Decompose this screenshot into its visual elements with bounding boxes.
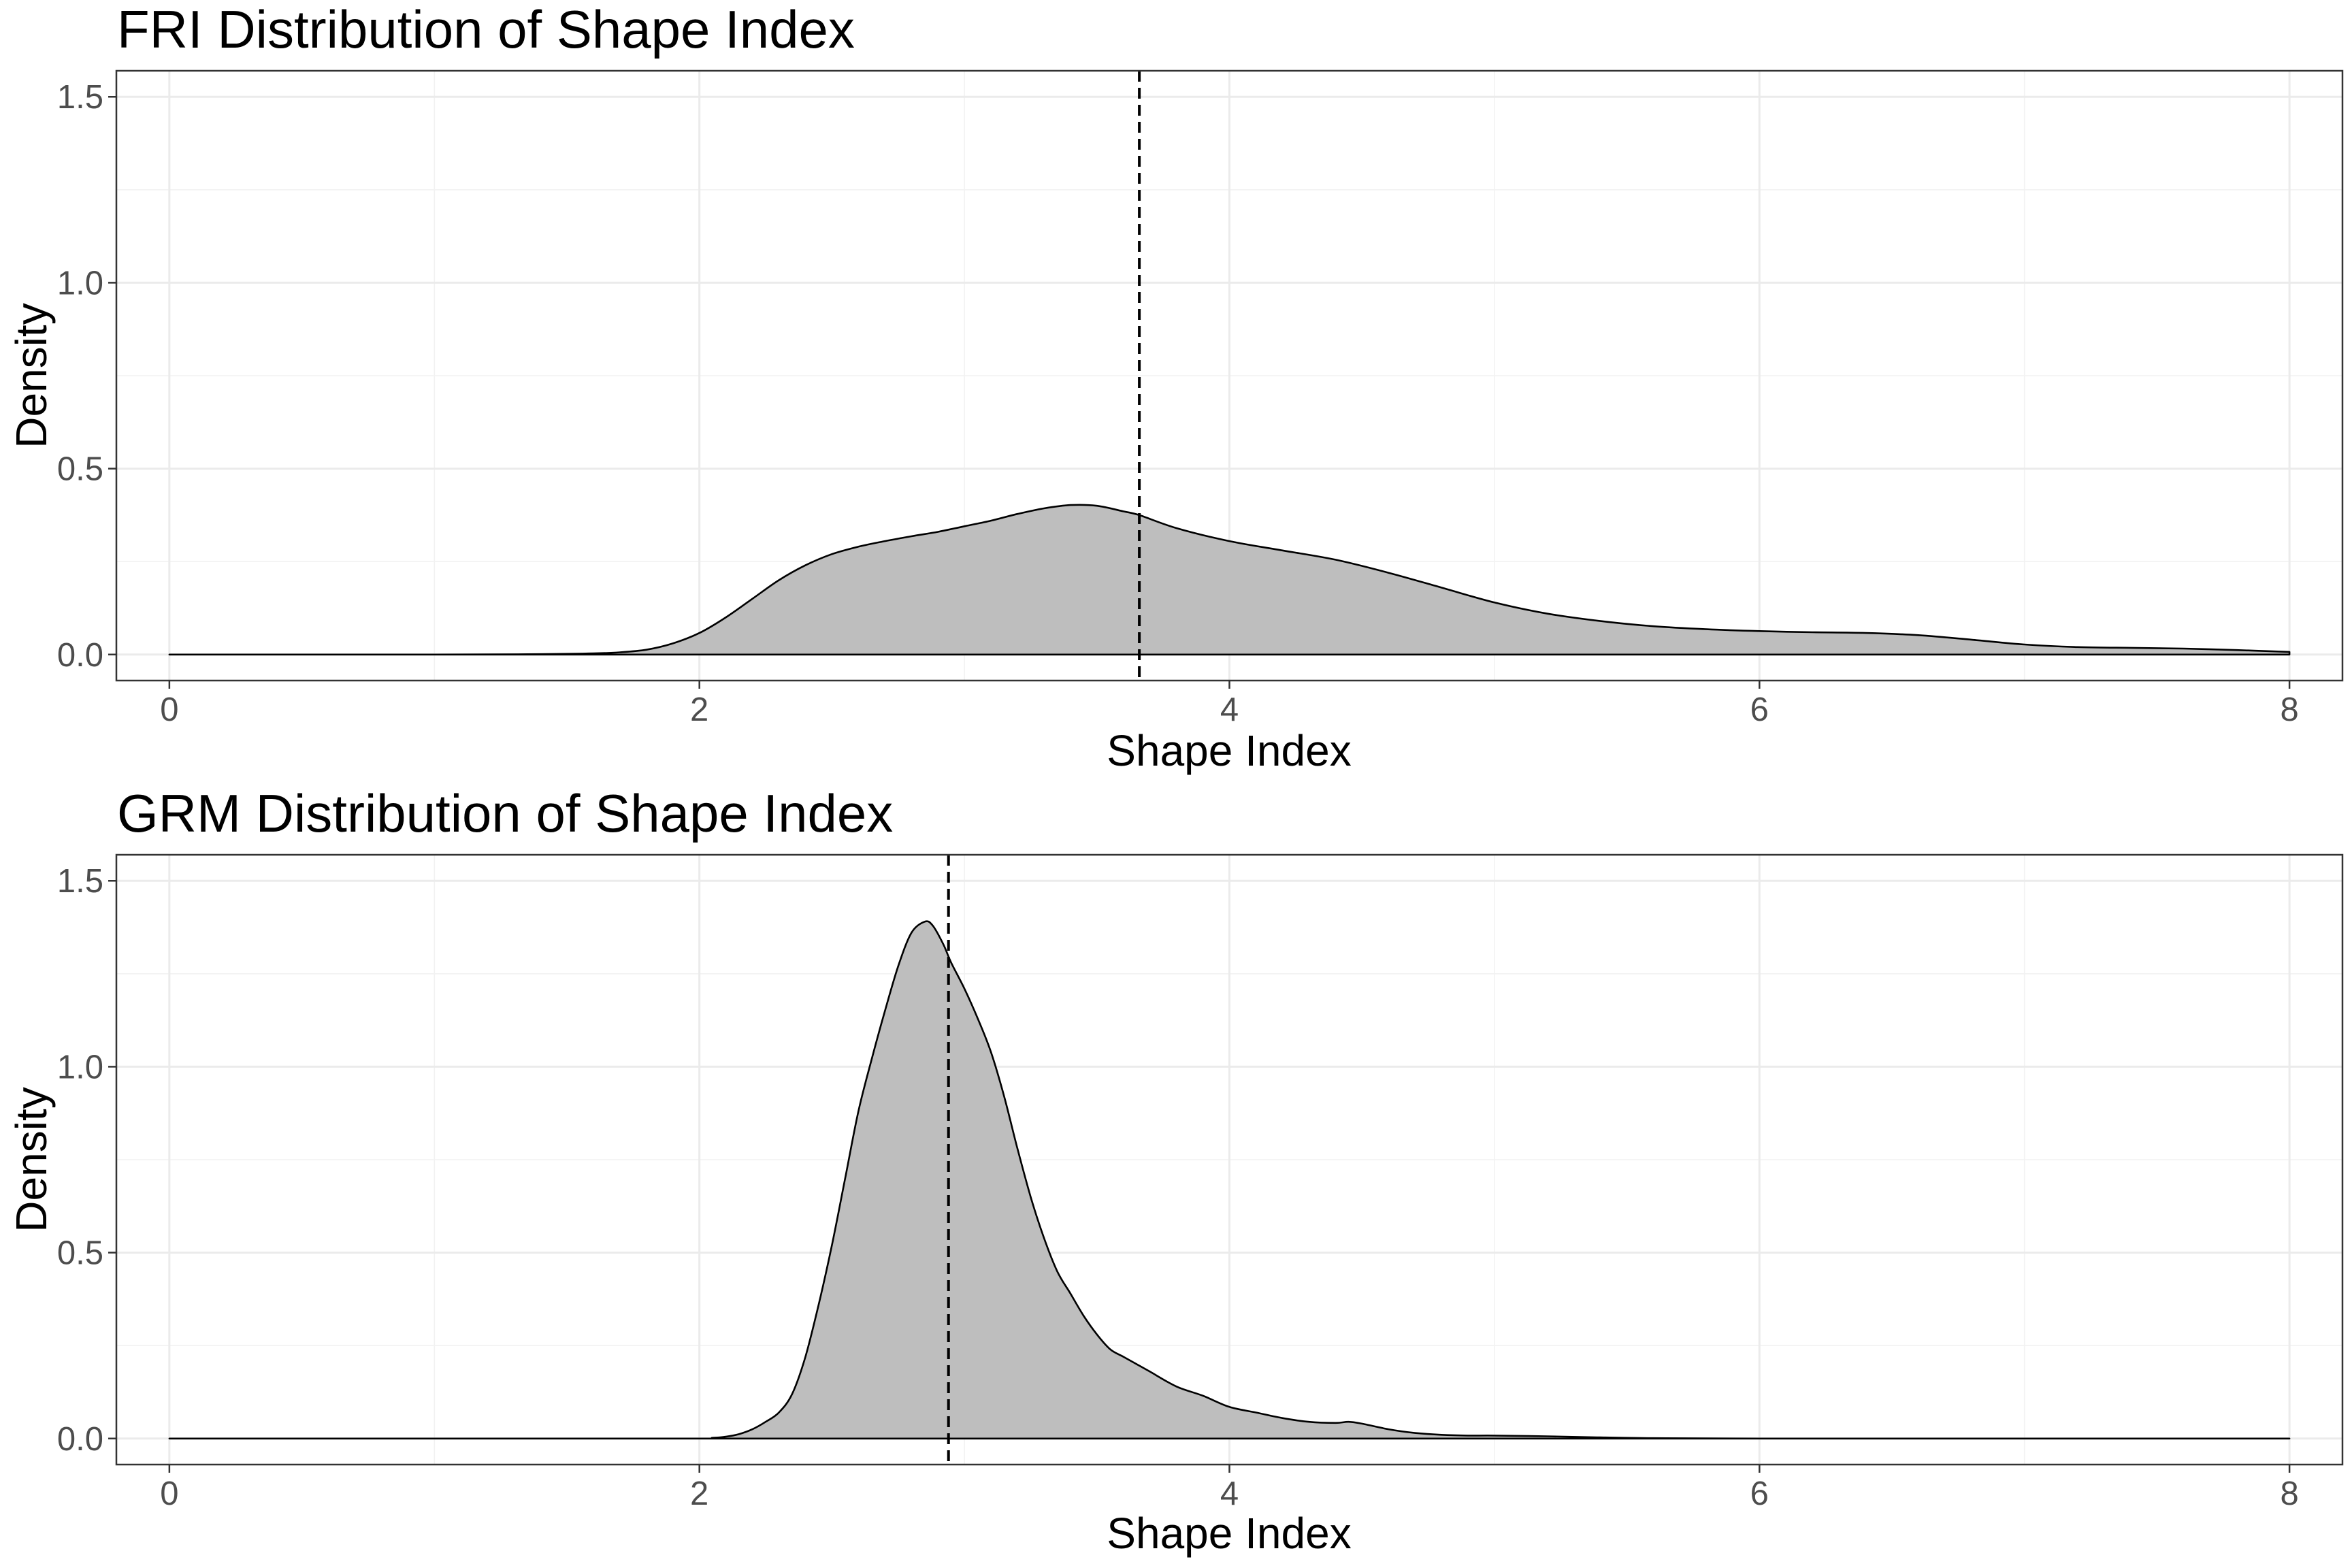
panel-border — [115, 853, 2344, 1466]
y-tick-label: 0.5 — [57, 1235, 103, 1272]
density-area — [168, 920, 2291, 1440]
y-tick-label: 0.0 — [57, 1421, 103, 1458]
y-tick-label: 1.5 — [57, 863, 103, 900]
grm-density-panel: GRM Distribution of Shape Index Density … — [7, 783, 2344, 1558]
y-tick-label: 1.0 — [57, 265, 103, 301]
fri-density-panel: FRI Distribution of Shape Index Density … — [7, 0, 2344, 775]
x-tick-label: 4 — [1220, 691, 1239, 728]
x-tick-label: 0 — [160, 1475, 178, 1512]
axis-ticks: 0 2 4 6 8 0.0 0.5 1.0 1.5 — [57, 863, 2299, 1512]
y-tick-label: 1.0 — [57, 1049, 103, 1085]
chart-title: FRI Distribution of Shape Index — [117, 0, 855, 59]
y-axis-title: Density — [7, 1087, 56, 1232]
axis-ticks: 0 2 4 6 8 0.0 0.5 1.0 1.5 — [57, 79, 2299, 728]
x-axis-title: Shape Index — [1107, 1509, 1351, 1558]
x-axis-title: Shape Index — [1107, 726, 1351, 775]
density-marks — [168, 855, 2291, 1465]
panel-border — [115, 69, 2344, 682]
density-area — [168, 504, 2291, 656]
y-tick-label: 1.5 — [57, 79, 103, 116]
x-tick-label: 6 — [1750, 691, 1769, 728]
gridlines — [116, 855, 2342, 1465]
y-axis-title: Density — [7, 303, 56, 448]
x-tick-label: 8 — [2280, 1475, 2298, 1512]
y-tick-label: 0.5 — [57, 451, 103, 488]
x-tick-label: 2 — [690, 1475, 708, 1512]
density-marks — [168, 71, 2291, 681]
x-tick-label: 0 — [160, 691, 178, 728]
x-tick-label: 6 — [1750, 1475, 1769, 1512]
x-tick-label: 4 — [1220, 1475, 1239, 1512]
y-tick-label: 0.0 — [57, 637, 103, 674]
x-tick-label: 2 — [690, 691, 708, 728]
x-tick-label: 8 — [2280, 691, 2298, 728]
chart-title: GRM Distribution of Shape Index — [117, 783, 893, 843]
